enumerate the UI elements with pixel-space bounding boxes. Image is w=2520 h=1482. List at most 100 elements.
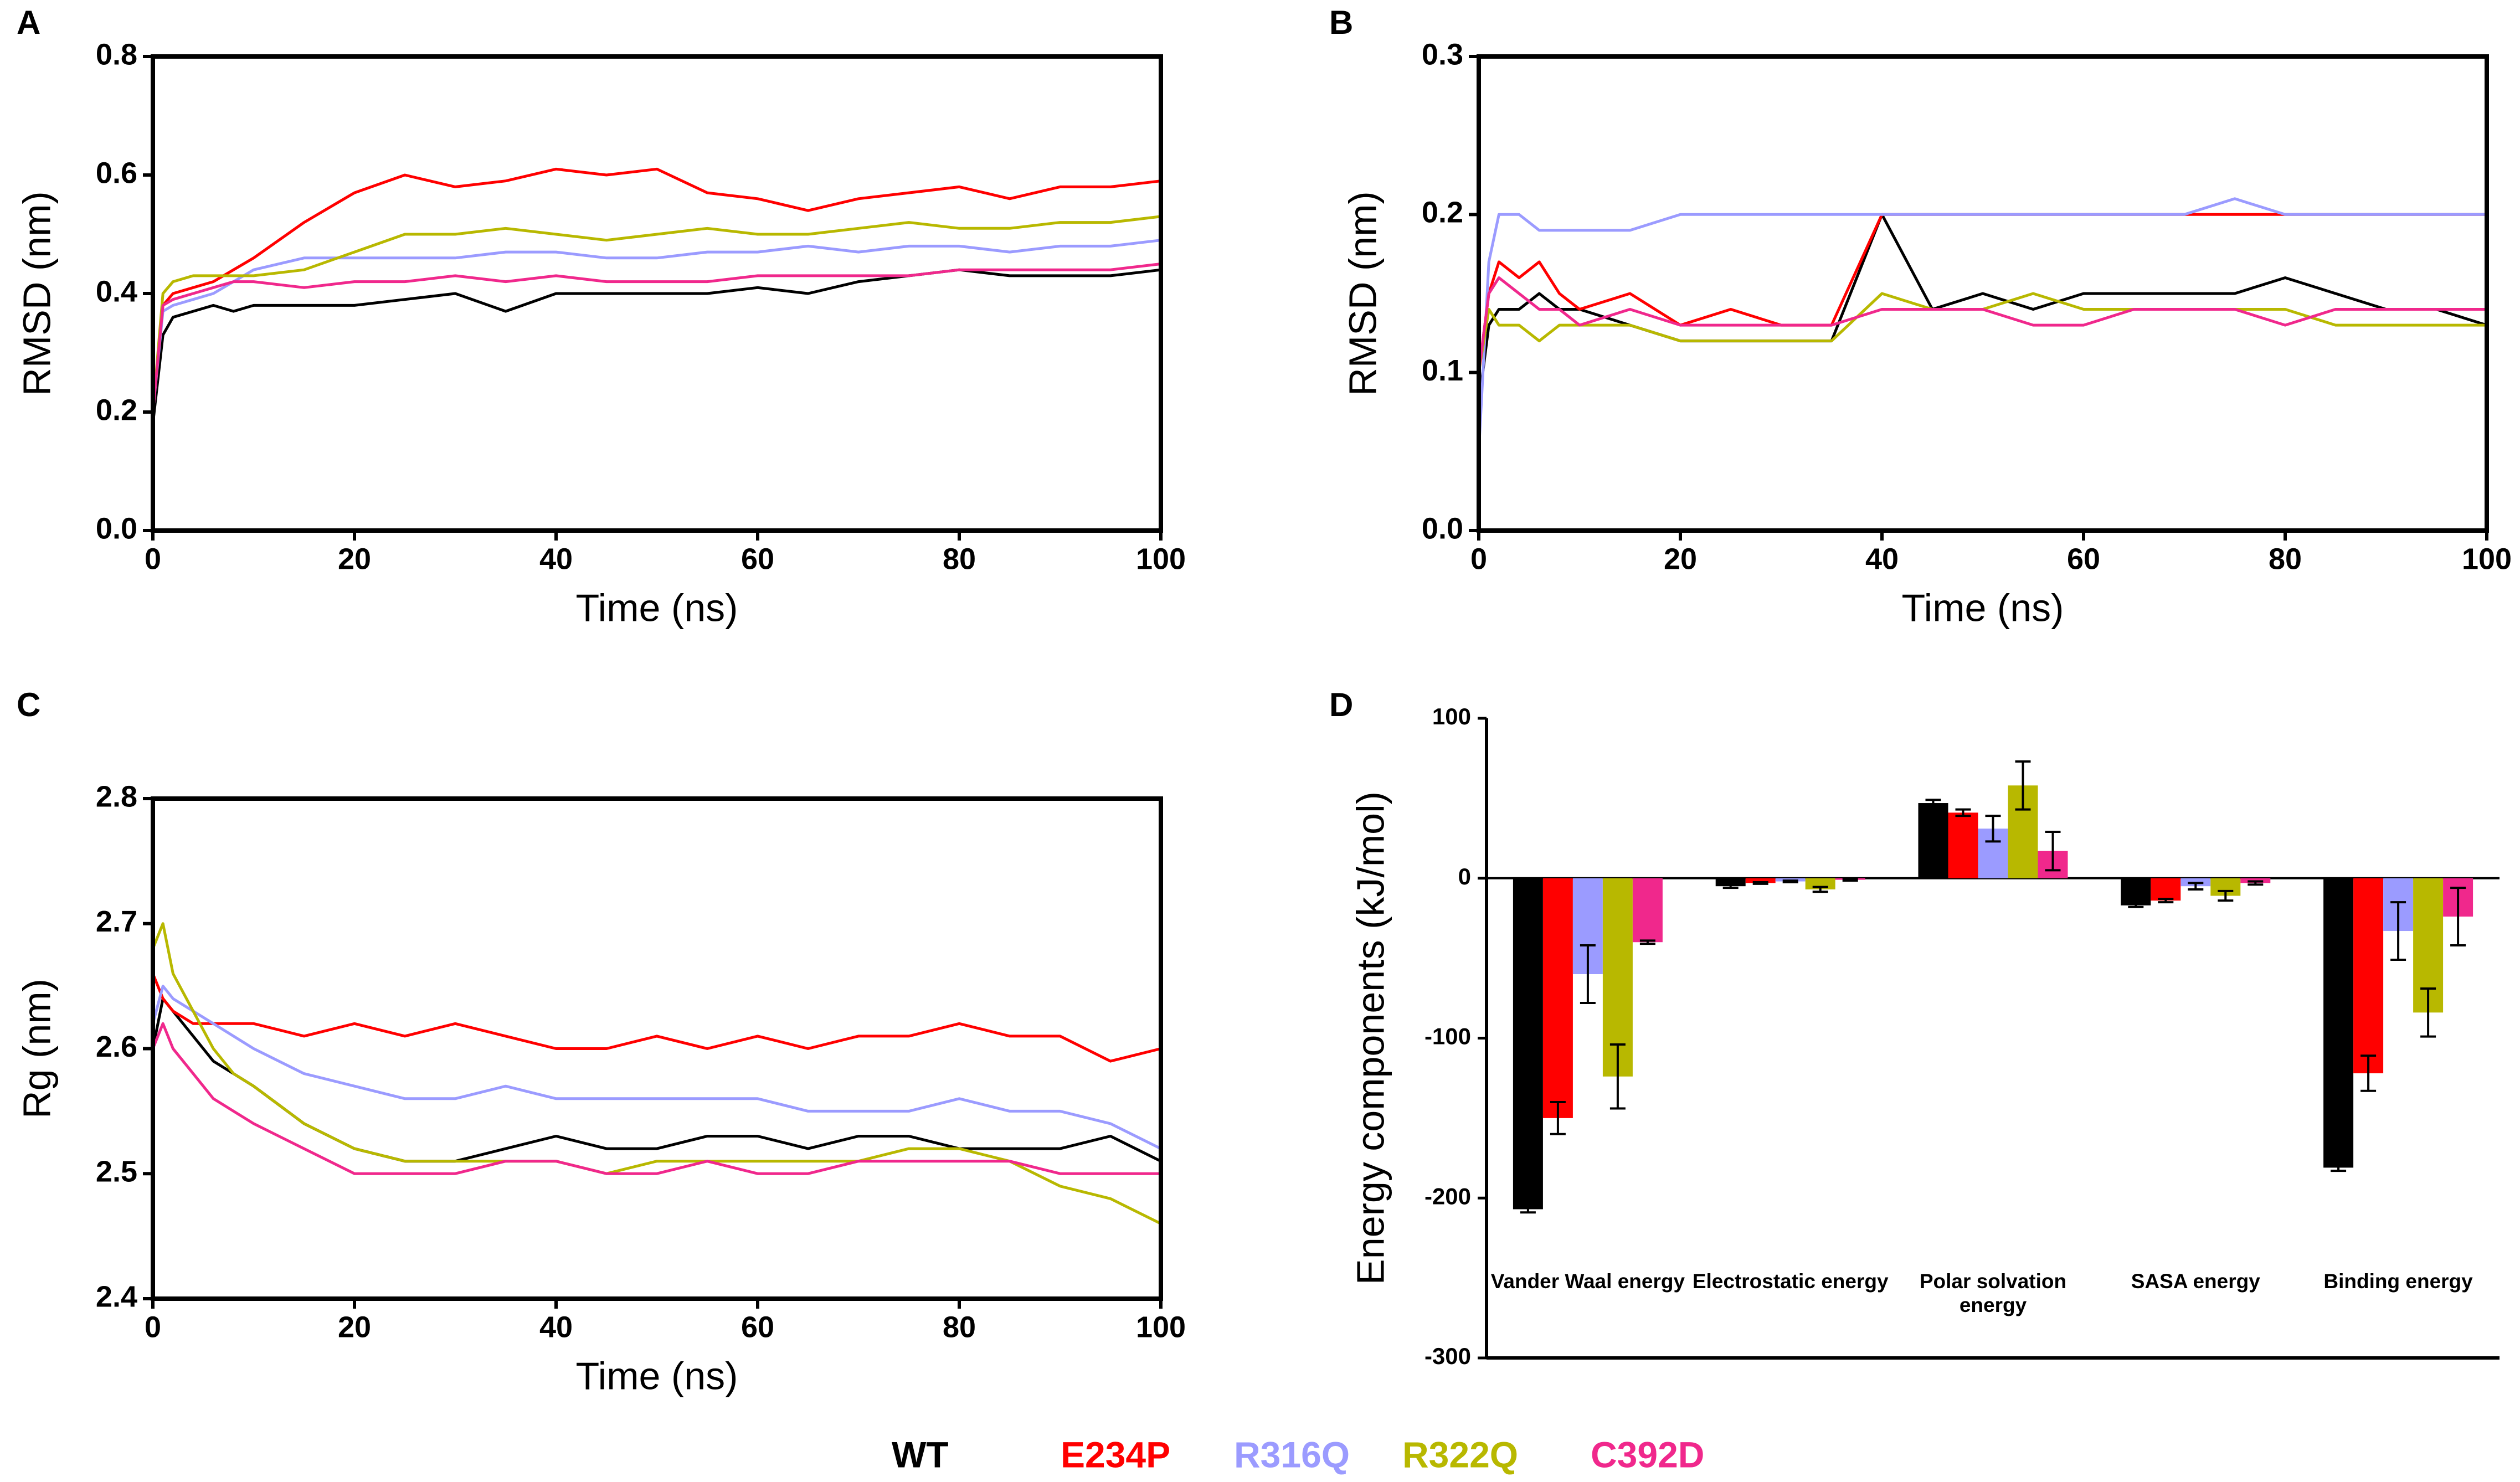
series-line (151, 167, 1161, 413)
y-tick-label: 2.6 (96, 1030, 137, 1063)
error-bar (1639, 939, 1655, 945)
bar (2151, 878, 2181, 901)
error-bar (2015, 760, 2031, 811)
y-tick-label: 0 (1458, 863, 1471, 889)
plot-frame (1477, 54, 2489, 533)
x-tick-label: 60 (2067, 542, 2100, 575)
series-line (151, 997, 1162, 1163)
y-tick-label: -100 (1424, 1023, 1471, 1049)
series-line (151, 1022, 1161, 1175)
y-axis-title: RMSD (nm) (1341, 191, 1384, 395)
panel-label: D (1329, 686, 1353, 723)
error-bar (1782, 879, 1798, 883)
error-bar (2128, 902, 2144, 908)
error-bar (1812, 886, 1828, 893)
y-axis-title: Energy components (kJ/mol) (1349, 791, 1392, 1285)
bar (2121, 878, 2151, 905)
x-tick-label: Binding energy (2323, 1270, 2473, 1293)
bar (2353, 878, 2384, 1074)
x-tick-label: 20 (1664, 542, 1697, 575)
series-line (151, 985, 1162, 1150)
x-axis-title: Time (ns) (576, 1354, 738, 1397)
bar (1918, 803, 1948, 878)
bar (1632, 878, 1663, 943)
y-tick-label: 0.6 (96, 156, 137, 189)
error-bar (2420, 987, 2436, 1038)
series-line (151, 263, 1161, 413)
error-bar (1752, 881, 1768, 885)
x-tick-label: 20 (338, 1310, 371, 1344)
x-tick-label: 0 (1470, 542, 1487, 575)
category-label-box: Electrostatic energy (1692, 1270, 1889, 1293)
panel-label: C (17, 686, 40, 723)
error-bar (2158, 898, 2174, 904)
error-bar (2450, 887, 2466, 947)
error-bar (2331, 1163, 2347, 1172)
error-bar (2188, 882, 2204, 891)
y-tick-label: 0.0 (1422, 512, 1463, 545)
category-label-box: Binding energy (2323, 1270, 2473, 1293)
error-bar (1985, 815, 2001, 843)
panel-label: A (17, 4, 40, 41)
series-line (151, 239, 1161, 413)
x-tick-label: 0 (145, 542, 161, 575)
y-tick-label: 2.5 (96, 1155, 137, 1188)
x-tick-label: SASA energy (2131, 1270, 2260, 1293)
y-tick-label: 2.7 (96, 905, 137, 938)
x-tick-label: 80 (943, 1310, 976, 1344)
series-line (1477, 276, 2487, 373)
error-bar (2218, 889, 2234, 902)
x-tick-label: Electrostatic energy (1692, 1270, 1889, 1293)
x-tick-label: 100 (1136, 542, 1186, 575)
y-tick-label: 0.2 (1422, 196, 1463, 229)
x-tick-label: 40 (1865, 542, 1899, 575)
legend-entry: R316Q (1234, 1434, 1350, 1475)
category-label-box: Vander Waal energy (1490, 1270, 1685, 1293)
bar (1542, 878, 1573, 1118)
y-tick-label: 0.4 (96, 275, 137, 308)
x-tick-label: 40 (539, 542, 573, 575)
series-line (1477, 292, 2487, 373)
legend-entry: C392D (1591, 1434, 1704, 1475)
y-tick-label: 100 (1432, 703, 1471, 729)
y-tick-label: -200 (1424, 1183, 1471, 1209)
bar (2323, 878, 2354, 1168)
y-tick-label: 2.8 (96, 780, 137, 813)
series-line (1477, 197, 2487, 452)
error-bar (1520, 1205, 1536, 1214)
series-line (151, 973, 1161, 1063)
bar (1745, 878, 1776, 883)
error-bar (1722, 883, 1739, 889)
y-axis-title: Rg (nm) (15, 979, 58, 1119)
y-tick-label: -300 (1424, 1343, 1471, 1369)
error-bar (1550, 1101, 1566, 1135)
error-bar (1580, 944, 1596, 1004)
y-tick-label: 0.1 (1422, 354, 1463, 387)
y-tick-label: 0.2 (96, 393, 137, 426)
x-tick-label: Vander Waal energy (1490, 1270, 1685, 1293)
legend-entry: E234P (1061, 1434, 1170, 1475)
x-tick-label: Polar solvation energy (1919, 1270, 2067, 1316)
plot-frame (151, 796, 1163, 1301)
y-tick-label: 0.0 (96, 512, 137, 545)
error-bar (1842, 878, 1858, 882)
x-tick-label: 60 (741, 1310, 774, 1344)
error-bar (2360, 1054, 2377, 1092)
category-label-box: SASA energy (2131, 1270, 2260, 1293)
x-tick-label: 100 (1136, 1310, 1186, 1344)
error-bar (1925, 799, 1941, 807)
x-tick-label: 40 (539, 1310, 573, 1344)
x-tick-label: 100 (2462, 542, 2512, 575)
x-tick-label: 80 (2269, 542, 2302, 575)
bar (1948, 812, 1978, 878)
series-line (151, 268, 1161, 424)
x-tick-label: 20 (338, 542, 371, 575)
x-axis-title: Time (ns) (1902, 586, 2064, 629)
error-bar (2248, 880, 2264, 886)
y-axis-title: RMSD (nm) (15, 191, 58, 395)
y-tick-label: 0.3 (1422, 38, 1463, 71)
series-line (151, 215, 1161, 413)
x-tick-label: 0 (145, 1310, 161, 1344)
error-bar (1609, 1043, 1626, 1110)
